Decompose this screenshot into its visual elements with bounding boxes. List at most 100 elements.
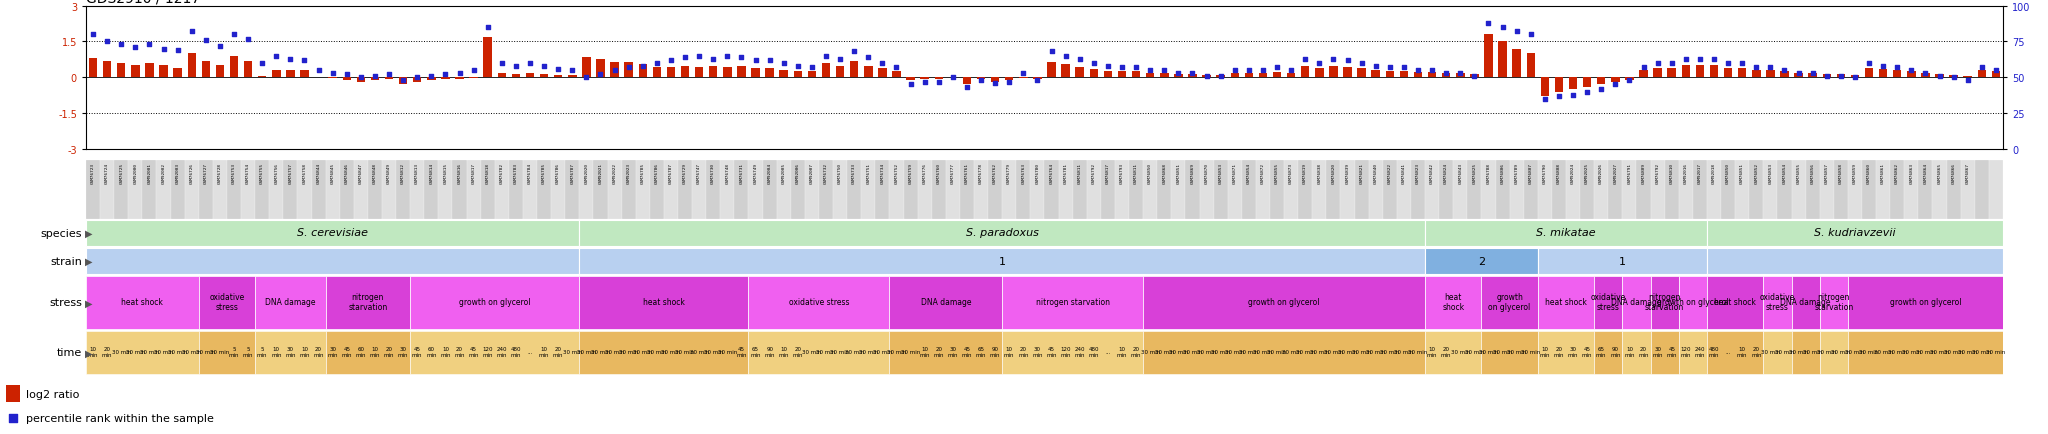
Bar (188, 54, 197, 78)
Bar (526, 74, 535, 78)
Bar (1763, 331, 1792, 375)
Text: GSM76871: GSM76871 (1233, 162, 1237, 183)
Text: 30 min: 30 min (578, 349, 596, 354)
Text: GSM76762: GSM76762 (993, 162, 997, 183)
Text: GSM76785: GSM76785 (543, 162, 547, 183)
Text: 240
min: 240 min (1694, 346, 1706, 357)
Text: GSM76816: GSM76816 (457, 162, 461, 183)
Text: GSM76853: GSM76853 (1219, 162, 1223, 183)
Bar (1511, 49, 1522, 78)
Bar (1636, 161, 1651, 219)
Bar (1651, 277, 1679, 329)
Bar (567, 76, 578, 78)
Point (754, 57, 786, 64)
Point (147, 46, 180, 53)
Text: 2: 2 (1479, 256, 1485, 266)
Bar (975, 161, 987, 219)
Bar (748, 277, 889, 329)
Text: GSM92001: GSM92001 (147, 162, 152, 183)
Text: GSM76726: GSM76726 (190, 162, 195, 183)
Bar (156, 161, 170, 219)
Text: 30 min: 30 min (1522, 349, 1540, 354)
Bar (1862, 161, 1876, 219)
Point (1247, 67, 1280, 75)
Point (1966, 65, 1999, 72)
Point (76, 32, 109, 39)
Bar (1694, 161, 1706, 219)
Point (768, 60, 801, 67)
Point (1556, 92, 1589, 99)
Bar (297, 161, 311, 219)
Text: GSM76854: GSM76854 (1247, 162, 1251, 183)
Point (555, 67, 588, 75)
Bar (174, 69, 182, 78)
Point (303, 67, 336, 75)
Text: 20
min: 20 min (1638, 346, 1649, 357)
Bar (1059, 161, 1073, 219)
Text: 30
min: 30 min (285, 346, 295, 357)
Bar (1524, 161, 1538, 219)
Point (1274, 67, 1307, 75)
Text: 30 min: 30 min (1352, 349, 1372, 354)
Text: 30 min: 30 min (1311, 349, 1329, 354)
Text: 1: 1 (1618, 256, 1626, 266)
Text: 30 min: 30 min (1860, 349, 1878, 354)
Text: GSM76842: GSM76842 (1430, 162, 1434, 183)
Bar (1960, 161, 1974, 219)
Text: GSM76813: GSM76813 (416, 162, 420, 183)
Bar (1847, 161, 1862, 219)
Bar (932, 161, 946, 219)
Text: GSM92018: GSM92018 (1712, 162, 1716, 183)
Text: GSM76786: GSM76786 (557, 162, 561, 183)
Point (1233, 67, 1266, 75)
Bar (1143, 161, 1157, 219)
Point (162, 47, 195, 54)
Text: GSM76851: GSM76851 (1176, 162, 1180, 183)
Bar (1622, 331, 1651, 375)
Point (782, 63, 815, 70)
Bar (1114, 161, 1128, 219)
Text: heat shock: heat shock (643, 297, 684, 306)
Point (500, 63, 532, 70)
Text: GSM92007: GSM92007 (809, 162, 813, 183)
Text: GSM76777: GSM76777 (950, 162, 954, 183)
Point (217, 32, 250, 39)
Point (315, 70, 348, 77)
Text: GSM92024: GSM92024 (1571, 162, 1575, 183)
Point (965, 78, 997, 85)
Point (514, 60, 547, 67)
Point (1655, 60, 1688, 67)
Bar (1118, 72, 1126, 78)
Text: 30 min: 30 min (676, 349, 694, 354)
Bar (512, 75, 520, 78)
Text: 30 min: 30 min (803, 349, 821, 354)
Point (584, 72, 616, 79)
Bar (1386, 72, 1395, 78)
Text: 30 min: 30 min (647, 349, 666, 354)
Point (1839, 75, 1872, 82)
Text: GSM76872: GSM76872 (1262, 162, 1266, 183)
Bar (596, 60, 604, 78)
Text: GSM92020: GSM92020 (584, 162, 588, 183)
Bar (1456, 74, 1464, 78)
Point (428, 72, 461, 79)
Point (739, 57, 772, 64)
Bar (668, 67, 676, 78)
Bar (311, 161, 326, 219)
Text: 60
min: 60 min (356, 346, 367, 357)
Text: GSM76747: GSM76747 (696, 162, 700, 183)
Bar (1706, 249, 2003, 274)
Bar (199, 161, 213, 219)
Bar (424, 161, 438, 219)
Bar (1933, 161, 1946, 219)
Point (90, 39, 123, 46)
Text: 30 min: 30 min (690, 349, 709, 354)
Bar (354, 161, 369, 219)
Text: 10
min: 10 min (1540, 346, 1550, 357)
Text: GSM76821: GSM76821 (1360, 162, 1364, 183)
Bar (1878, 70, 1888, 78)
Point (1331, 57, 1364, 64)
Text: 30 min: 30 min (872, 349, 893, 354)
Bar (410, 161, 424, 219)
Text: GSM76732: GSM76732 (823, 162, 827, 183)
